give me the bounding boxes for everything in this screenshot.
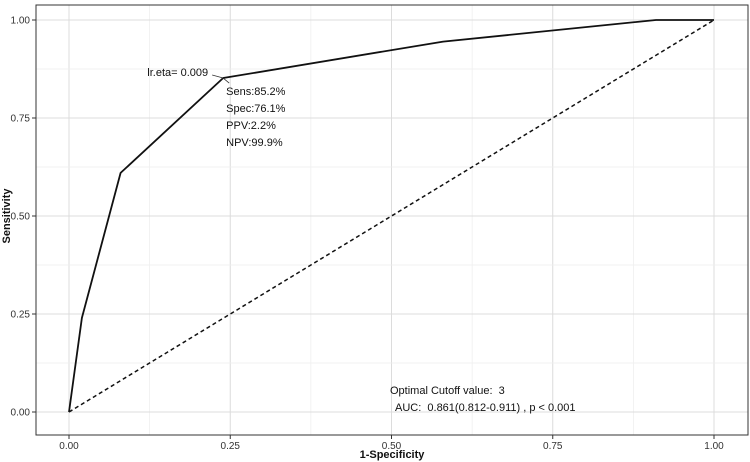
cutoff-leader-line [222,77,230,84]
y-tick-label: 0.00 [11,408,31,419]
x-axis-title: 1-Specificity [360,449,426,461]
cutoff-npv: NPV:99.9% [226,137,283,149]
x-tick-label: 0.25 [221,441,241,452]
cutoff-leader-line [212,74,224,79]
x-tick-label: 0.50 [382,441,402,452]
cutoff-ppv: PPV:2.2% [226,120,276,132]
y-tick-label: 0.50 [11,212,31,223]
cutoff-annotation: lr.eta= 0.009 Sens:85.2% Spec:76.1% PPV:… [147,67,285,149]
y-tick-label: 1.00 [11,16,31,27]
cutoff-sens: Sens:85.2% [226,86,286,98]
auc-annotation: AUC: 0.861(0.812-0.911) , p < 0.001 [395,402,576,414]
y-tick-label: 0.75 [11,114,31,125]
y-tick-label: 0.25 [11,310,31,321]
y-axis-title: Sensitivity [1,188,13,244]
x-tick-label: 0.75 [543,441,563,452]
x-tick-label: 0.00 [59,441,79,452]
axis-ticks: 0.00 0.25 0.50 0.75 1.00 0.00 0.25 0.50 0.75 1.00 [11,16,725,453]
cutoff-label: lr.eta= 0.009 [147,67,208,79]
optimal-cutoff-annotation: Optimal Cutoff value: 3 [390,385,505,397]
x-tick-label: 1.00 [704,441,724,452]
cutoff-spec: Spec:76.1% [226,103,286,115]
